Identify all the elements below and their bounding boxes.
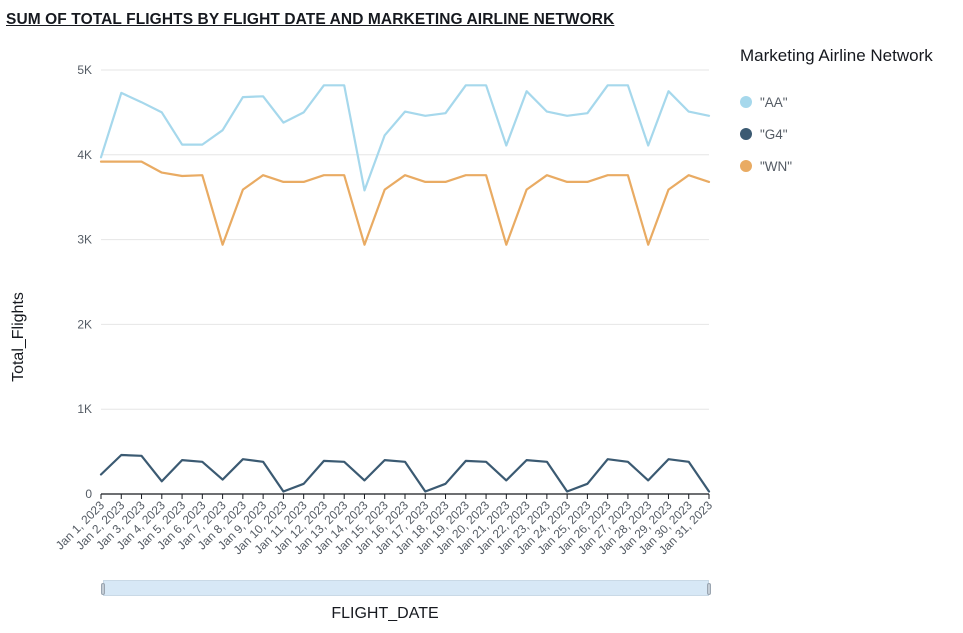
series-line[interactable] — [99, 160, 711, 246]
series-line[interactable] — [99, 84, 711, 192]
series-lines — [99, 84, 711, 493]
scrollbar-right-handle[interactable] — [707, 583, 711, 595]
y-tick-label: 4K — [77, 148, 92, 162]
legend-swatch-icon — [740, 160, 752, 172]
y-tick-label: 0 — [85, 487, 92, 501]
legend-item[interactable]: "AA" — [740, 86, 933, 118]
scrollbar-left-handle[interactable] — [101, 583, 105, 595]
y-tick-label: 5K — [77, 63, 92, 77]
legend-title: Marketing Airline Network — [740, 46, 933, 65]
grid-lines — [101, 69, 709, 410]
legend-items: "AA" "G4" "WN" — [740, 86, 933, 182]
legend-swatch-icon — [740, 128, 752, 140]
y-axis-ticks: 0 1K 2K 3K 4K 5K — [77, 63, 92, 501]
y-tick-label: 3K — [77, 233, 92, 247]
series-line[interactable] — [99, 453, 711, 493]
legend-item-label: "AA" — [760, 94, 788, 110]
legend: Marketing Airline Network "AA" "G4" "WN" — [740, 46, 933, 182]
x-axis-label: FLIGHT_DATE — [331, 605, 439, 622]
legend-item[interactable]: "WN" — [740, 150, 933, 182]
legend-item-label: "WN" — [760, 158, 793, 174]
y-axis-label: Total_Flights — [10, 292, 27, 382]
legend-swatch-icon — [740, 96, 752, 108]
y-tick-label: 1K — [77, 402, 92, 416]
legend-item-label: "G4" — [760, 126, 788, 142]
y-tick-label: 2K — [77, 317, 92, 331]
chart-title: SUM OF TOTAL FLIGHTS BY FLIGHT DATE AND … — [6, 11, 615, 28]
legend-item[interactable]: "G4" — [740, 118, 933, 150]
x-axis-range-scrollbar[interactable] — [101, 580, 711, 596]
